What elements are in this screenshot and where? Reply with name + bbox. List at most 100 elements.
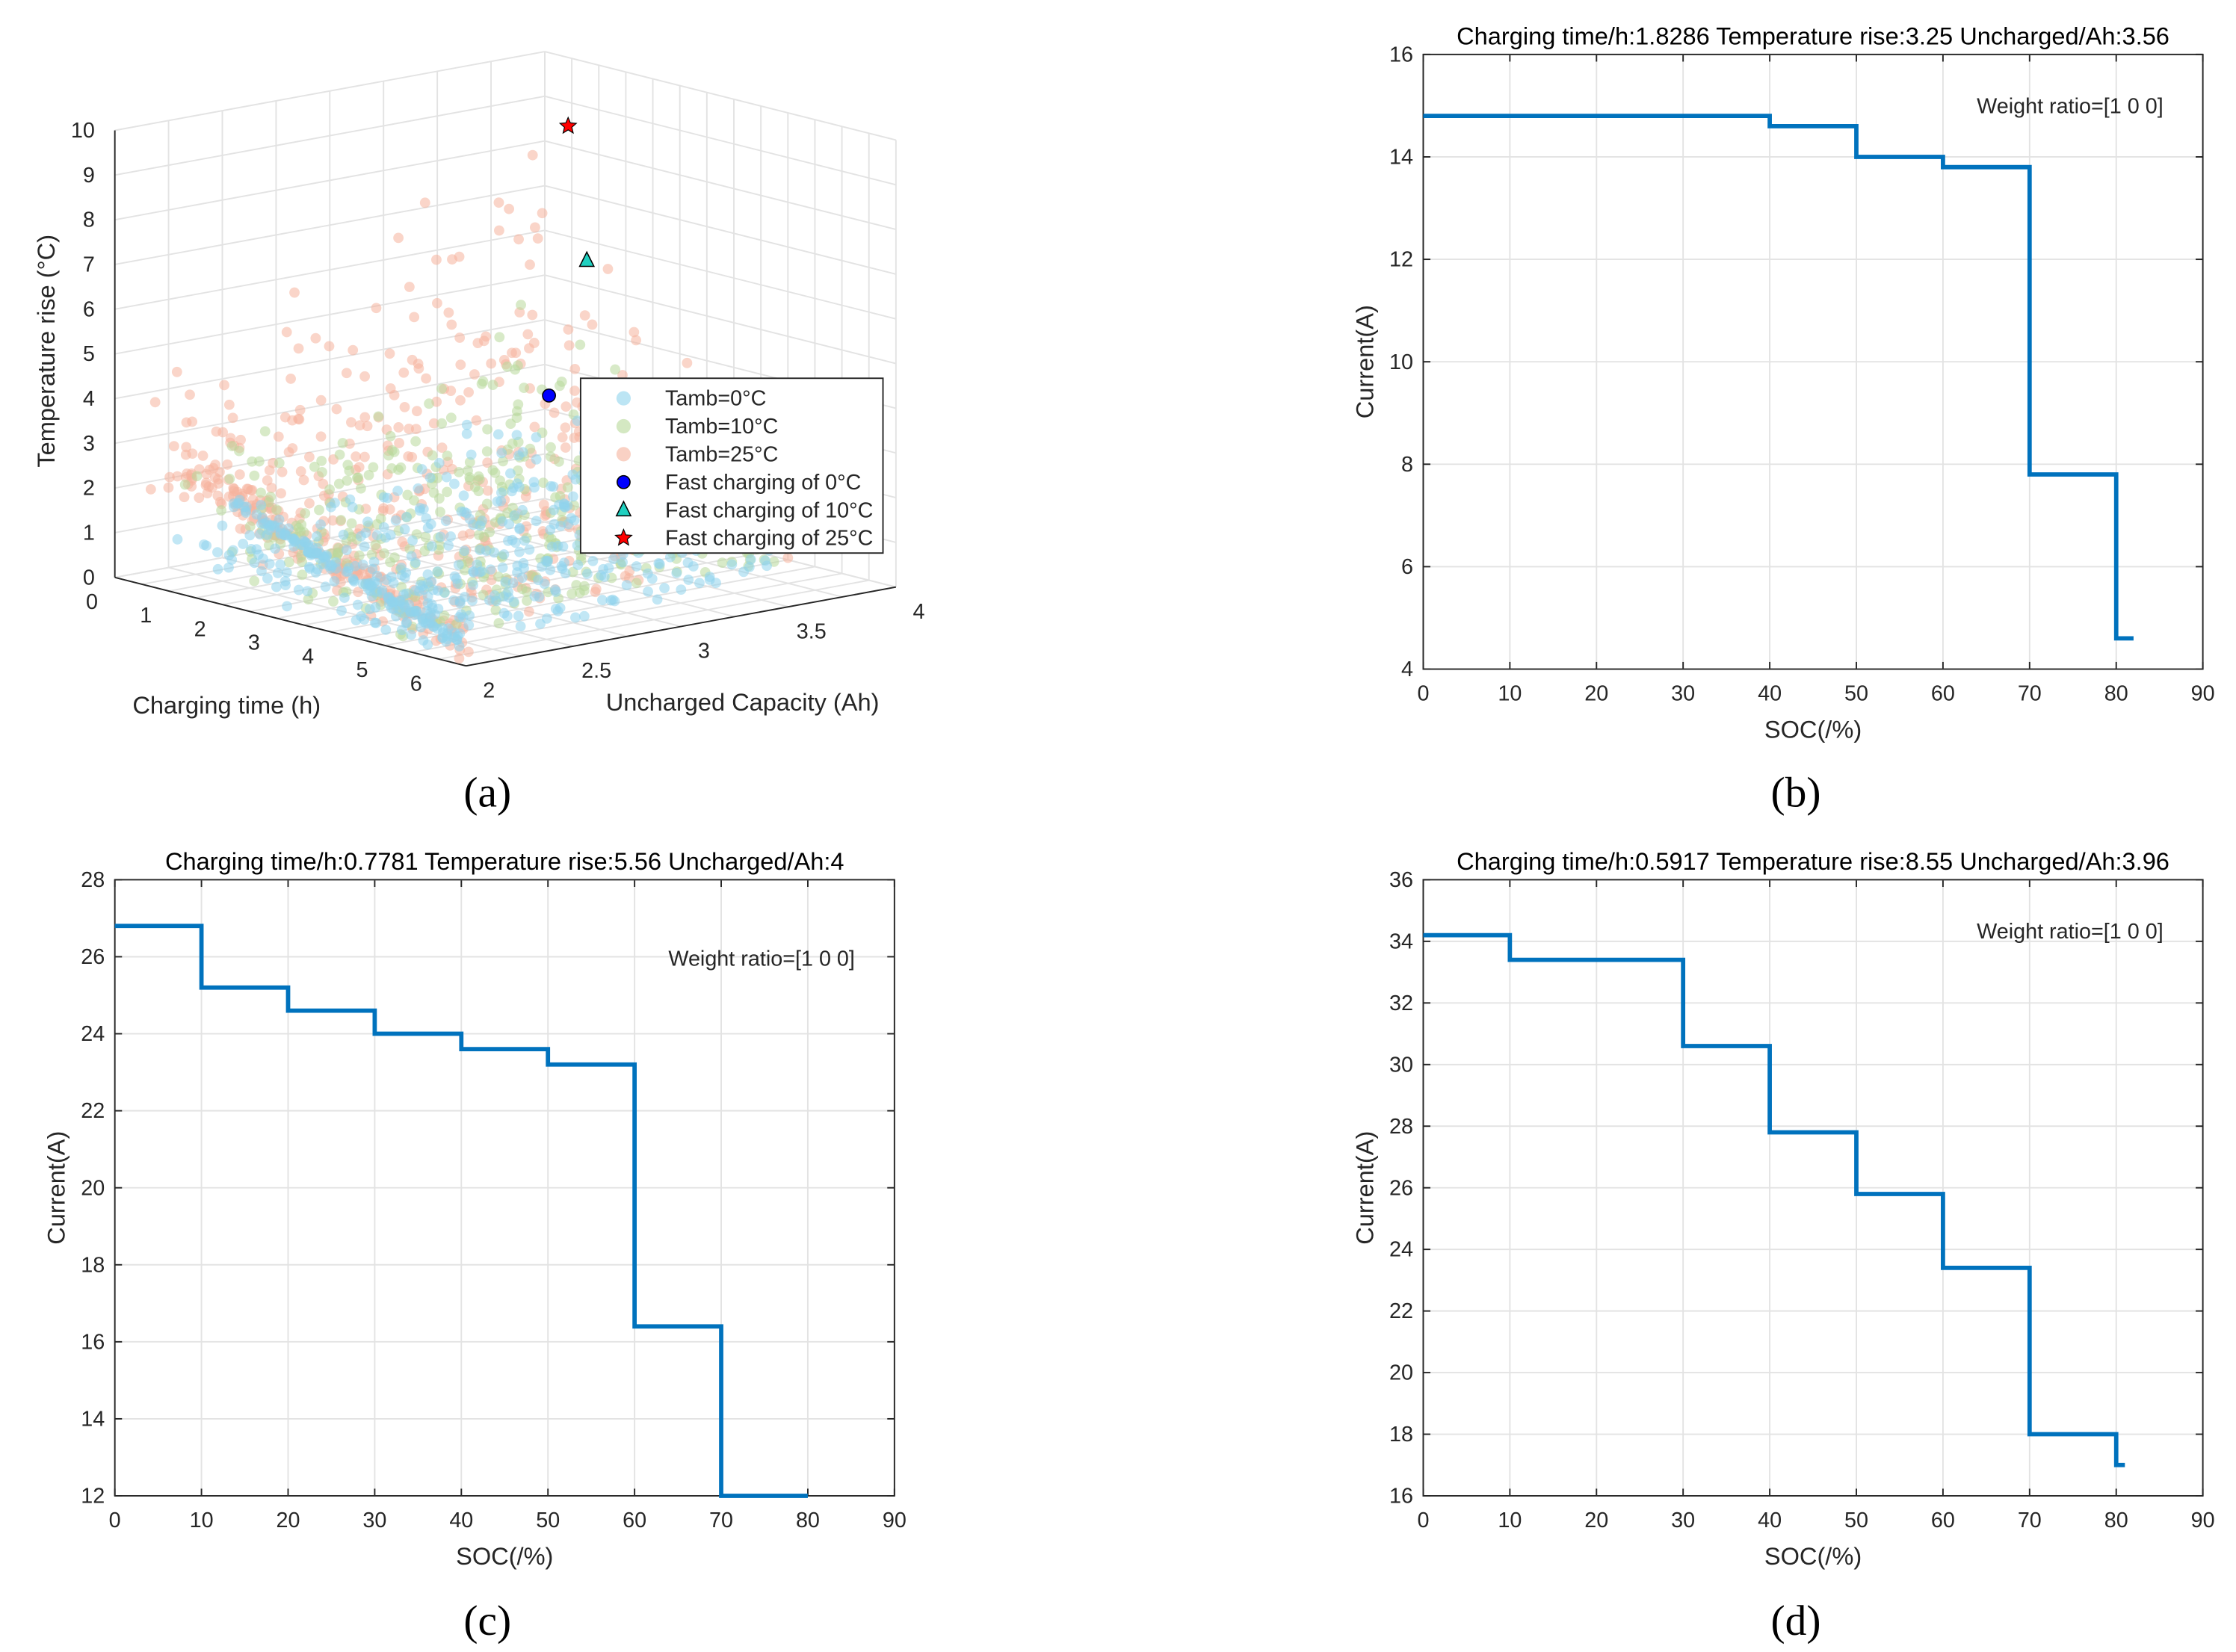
scatter-point (285, 374, 296, 384)
scatter-point (517, 504, 528, 516)
scatter-point (234, 469, 245, 480)
scatter-point (507, 486, 517, 497)
scatter-point (556, 377, 567, 387)
scatter-point (334, 449, 345, 460)
scatter-point (478, 335, 489, 347)
scatter-point (378, 522, 389, 533)
scatter-point (270, 543, 281, 554)
scatter-point (375, 513, 386, 525)
scatter-point (523, 606, 534, 617)
scatter-point (247, 456, 258, 467)
scatter-point (342, 460, 353, 471)
scatter-point (501, 361, 513, 372)
scatter-point (572, 397, 583, 408)
scatter-point (336, 515, 347, 525)
time-tick-label: 2 (194, 617, 206, 641)
scatter-point (352, 599, 363, 610)
scatter-point (493, 618, 504, 628)
scatter-point (253, 456, 265, 467)
scatter-point (464, 513, 475, 525)
scatter-point (434, 539, 445, 551)
scatter-point (549, 504, 559, 516)
scatter-point (563, 324, 574, 335)
scatter-point (368, 556, 380, 567)
y-tick-label: 18 (81, 1253, 105, 1277)
scatter-point (527, 309, 538, 321)
scatter-point (578, 610, 590, 622)
scatter-point (259, 426, 271, 437)
scatter-point (643, 586, 653, 597)
scatter-point (310, 567, 321, 578)
scatter-point (782, 552, 794, 563)
y-tick-label: 32 (1389, 991, 1413, 1015)
scatter-point (414, 505, 425, 516)
scatter-point (671, 568, 682, 578)
scatter-point (393, 232, 404, 244)
scatter-point (436, 418, 448, 429)
scatter-point (453, 560, 464, 570)
legend-label: Tamb=25°C (665, 442, 778, 466)
x-tick-label: 70 (2018, 1509, 2042, 1532)
scatter-point (353, 462, 365, 473)
scatter-point (461, 419, 472, 430)
scatter-point (410, 585, 421, 596)
scatter-point (179, 479, 191, 490)
scatter-point (516, 572, 528, 584)
scatter-point (341, 545, 352, 556)
zgrid-line (544, 51, 897, 141)
scatter-point (371, 530, 383, 541)
z-tick-label: 9 (83, 164, 95, 188)
y-tick-label: 28 (1389, 1115, 1413, 1139)
scatter-point (481, 545, 492, 557)
y-tick-label: 12 (81, 1485, 105, 1509)
x-tick-label: 90 (2191, 682, 2215, 706)
scatter-point (484, 527, 495, 538)
scatter-point (271, 504, 282, 515)
scatter-point (359, 371, 371, 382)
scatter-point (330, 498, 340, 508)
scatter-point (424, 472, 436, 483)
time-grid-line (439, 579, 869, 661)
y-tick-label: 12 (1389, 248, 1413, 272)
time-tick-label: 4 (302, 645, 314, 669)
scatter-point (545, 451, 556, 463)
scatter-point (560, 442, 571, 453)
scatter-point (262, 573, 273, 584)
scatter-point (537, 208, 548, 219)
scatter-point (435, 531, 446, 542)
scatter-point (496, 448, 507, 459)
scatter-point (475, 520, 486, 531)
scatter-point (244, 521, 256, 532)
zgrid-line (544, 274, 897, 365)
scatter-point (631, 578, 642, 589)
y-tick-label: 16 (81, 1330, 105, 1354)
panel-label-b: (b) (1770, 770, 1820, 817)
scatter-point (399, 401, 410, 412)
scatter-point (324, 341, 335, 352)
scatter-point (418, 635, 429, 646)
plot-frame (114, 879, 895, 1497)
scatter-point (482, 424, 493, 435)
scatter-point (336, 605, 347, 616)
chart-title: Charging time/h:0.7781 Temperature rise:… (165, 847, 844, 875)
scatter-point (519, 535, 530, 546)
z-tick-label: 10 (71, 119, 95, 143)
scatter-point (293, 343, 304, 354)
scatter-point (227, 412, 238, 424)
x-tick-label: 10 (190, 1509, 214, 1532)
scatter-point (454, 653, 465, 664)
scatter-point (216, 505, 227, 516)
x-tick-label: 20 (1584, 682, 1608, 706)
scatter-point (512, 478, 523, 489)
scatter-point (309, 461, 320, 472)
x-tick-label: 20 (1584, 1509, 1608, 1532)
x-tick-label: 10 (1498, 682, 1522, 706)
scatter-point (172, 533, 183, 545)
scatter-point (254, 529, 265, 540)
scatter-point (602, 264, 614, 274)
scatter-point (422, 591, 433, 602)
scatter-point (145, 483, 156, 495)
scatter-point (456, 506, 467, 517)
scatter-point (241, 507, 251, 518)
scatter-point (276, 488, 286, 499)
